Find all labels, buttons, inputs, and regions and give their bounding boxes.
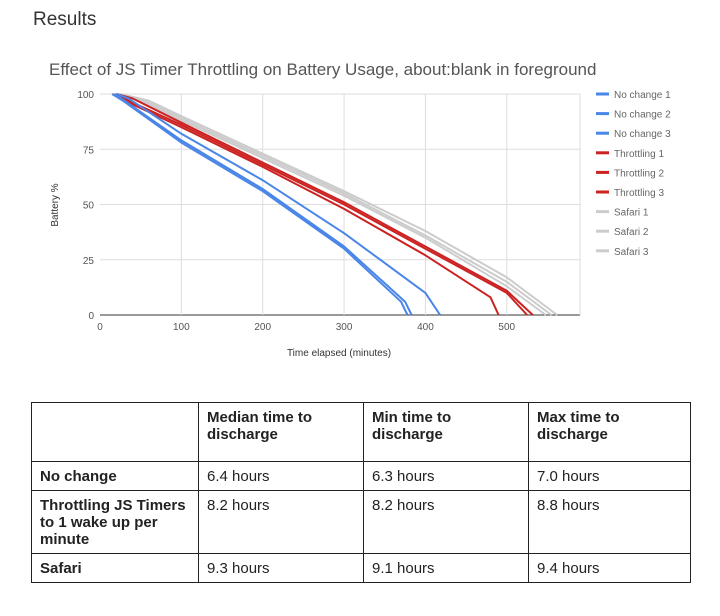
series-line-safari-1 [116,93,547,316]
legend-label: Throttling 3 [614,188,664,199]
cell-min: 9.1 hours [363,553,529,583]
cell-min: 8.2 hours [363,490,529,554]
legend-label: No change 1 [614,90,671,101]
x-tick-label: 100 [173,322,190,333]
legend-label: Throttling 1 [614,149,664,160]
legend-label: Safari 1 [614,208,649,219]
header-cell-min: Min time to discharge [363,402,529,462]
legend-label: Safari 3 [614,247,649,258]
y-tick-label: 0 [88,311,94,322]
header-cell-max: Max time to discharge [528,402,691,462]
table-header-row: Median time to discharge Min time to dis… [31,402,691,462]
x-tick-label: 300 [336,322,353,333]
row-label: Throttling JS Timers to 1 wake up per mi… [31,490,199,554]
cell-max: 7.0 hours [528,461,691,491]
series-line-no-change-2 [114,93,413,316]
table-row: Safari 9.3 hours 9.1 hours 9.4 hours [31,553,691,583]
chart-legend: No change 1 No change 2 No change 3 Throttl… [596,90,671,258]
table-row: No change 6.4 hours 6.3 hours 7.0 hours [31,461,691,491]
series-line-safari-2 [117,93,553,316]
results-heading: Results [33,9,97,30]
chart-grid [100,93,581,316]
legend-label: No change 2 [614,110,671,121]
table-row: Throttling JS Timers to 1 wake up per mi… [31,490,691,554]
y-tick-label: 100 [77,90,94,101]
x-tick-label: 400 [417,322,434,333]
x-tick-label: 0 [97,322,103,333]
header-cell-empty [31,402,199,462]
y-tick-label: 50 [83,201,95,212]
series-line-throttling-1 [111,93,500,316]
row-label: No change [31,461,199,491]
series-line-no-change-3 [115,93,441,316]
y-tick-label: 25 [83,256,95,267]
row-label: Safari [31,553,199,583]
legend-label: Throttling 2 [614,168,664,179]
cell-median: 8.2 hours [198,490,364,554]
y-tick-label: 75 [83,145,95,156]
legend-label: Safari 2 [614,227,649,238]
chart-title: Effect of JS Timer Throttling on Battery… [49,60,596,79]
battery-line-chart: Effect of JS Timer Throttling on Battery… [49,60,671,359]
header-cell-median: Median time to discharge [198,402,364,462]
legend-label: No change 3 [614,129,671,140]
cell-median: 6.4 hours [198,461,364,491]
chart-series [111,93,558,316]
chart-axes: 0 25 50 75 100 0 100 200 300 400 500 [77,90,515,333]
x-tick-label: 500 [498,322,515,333]
x-tick-label: 200 [254,322,271,333]
series-line-safari-3 [120,93,558,316]
series-line-throttling-3 [116,93,534,316]
results-table: Median time to discharge Min time to dis… [31,402,691,583]
x-axis-label: Time elapsed (minutes) [287,348,391,359]
cell-min: 6.3 hours [363,461,529,491]
cell-median: 9.3 hours [198,553,364,583]
cell-max: 9.4 hours [528,553,691,583]
y-axis-label: Battery % [50,183,61,226]
cell-max: 8.8 hours [528,490,691,554]
